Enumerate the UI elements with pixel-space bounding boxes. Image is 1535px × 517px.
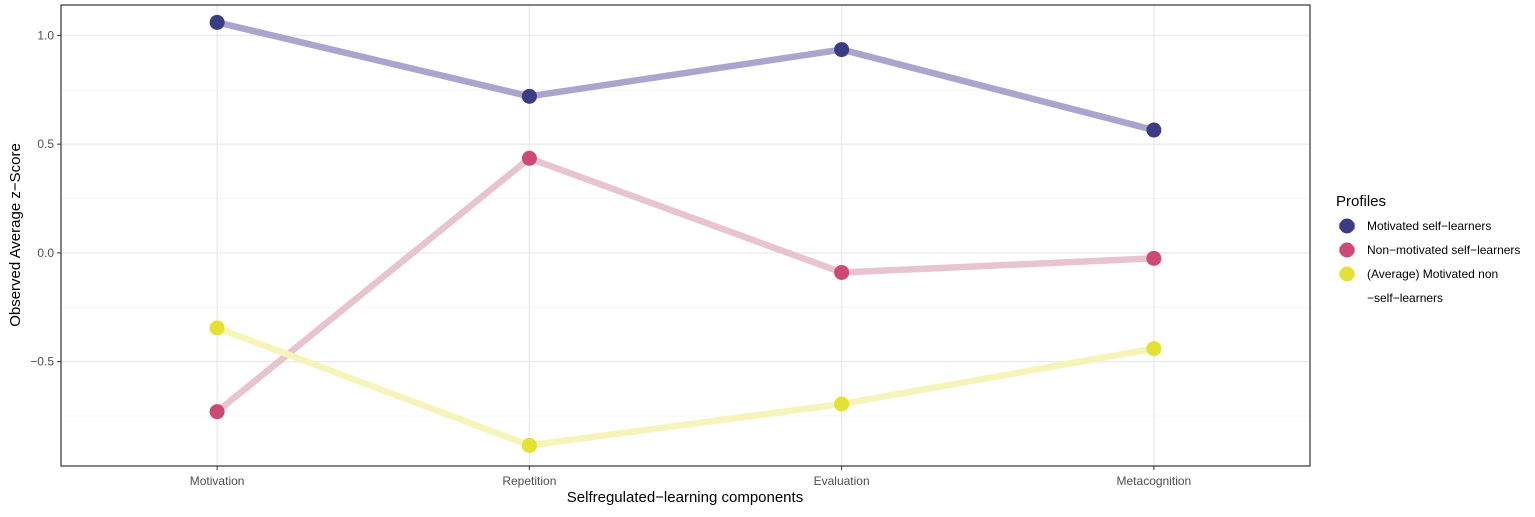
data-point-series-1 (834, 42, 850, 58)
data-point-series-2 (834, 264, 850, 280)
y-axis-title: Observed Average z−Score (7, 143, 24, 327)
series-line-3 (215, 324, 1155, 449)
legend-title: Profiles (1336, 193, 1386, 210)
legend-label: −self−learners (1367, 291, 1443, 305)
y-tick-label: 0.0 (37, 246, 54, 260)
y-tick-label: 0.5 (37, 137, 54, 151)
x-tick-label: Repetition (502, 474, 556, 488)
x-tick-label: Evaluation (814, 474, 870, 488)
data-point-series-1 (209, 14, 225, 30)
y-tick-label: 1.0 (37, 28, 54, 42)
legend-key-3 (1339, 266, 1355, 282)
plot-border (60, 4, 1311, 467)
x-tick-label: Motivation (190, 474, 245, 488)
x-axis-title: Selfregulated−learning components (567, 489, 803, 506)
x-axis: Motivation Repetition Evaluation Metacognit… (190, 466, 1191, 488)
data-point-series-3 (834, 396, 850, 412)
minor-gridlines (61, 89, 1310, 417)
legend-key-1 (1339, 218, 1355, 234)
data-point-series-3 (209, 320, 225, 336)
legend-key-2 (1339, 242, 1355, 258)
legend-key-point (1339, 242, 1355, 258)
legend-key-point (1339, 218, 1355, 234)
x-tick-label: Metacognition (1117, 474, 1192, 488)
plot-background (61, 5, 1310, 466)
data-point-series-2 (209, 404, 225, 420)
legend-label: Motivated self−learners (1367, 219, 1491, 233)
series-lines (215, 19, 1155, 449)
y-tick-label: −0.5 (30, 355, 54, 369)
legend-key-point (1339, 266, 1355, 282)
data-point-series-3 (521, 437, 537, 453)
data-point-series-2 (1146, 250, 1162, 266)
legend: Profiles Motivated self−learners Non−moti… (1336, 193, 1520, 305)
legend-label: (Average) Motivated non (1367, 267, 1498, 281)
legend-label: Non−motivated self−learners (1367, 243, 1520, 257)
y-axis: −0.5 0.0 0.5 1.0 (30, 28, 61, 369)
data-point-series-2 (521, 150, 537, 166)
data-point-series-3 (1146, 341, 1162, 357)
series-line-1 (216, 19, 1155, 134)
series-points (209, 14, 1162, 453)
series-line-2 (215, 155, 1155, 415)
data-point-series-1 (521, 88, 537, 104)
data-point-series-1 (1146, 122, 1162, 138)
